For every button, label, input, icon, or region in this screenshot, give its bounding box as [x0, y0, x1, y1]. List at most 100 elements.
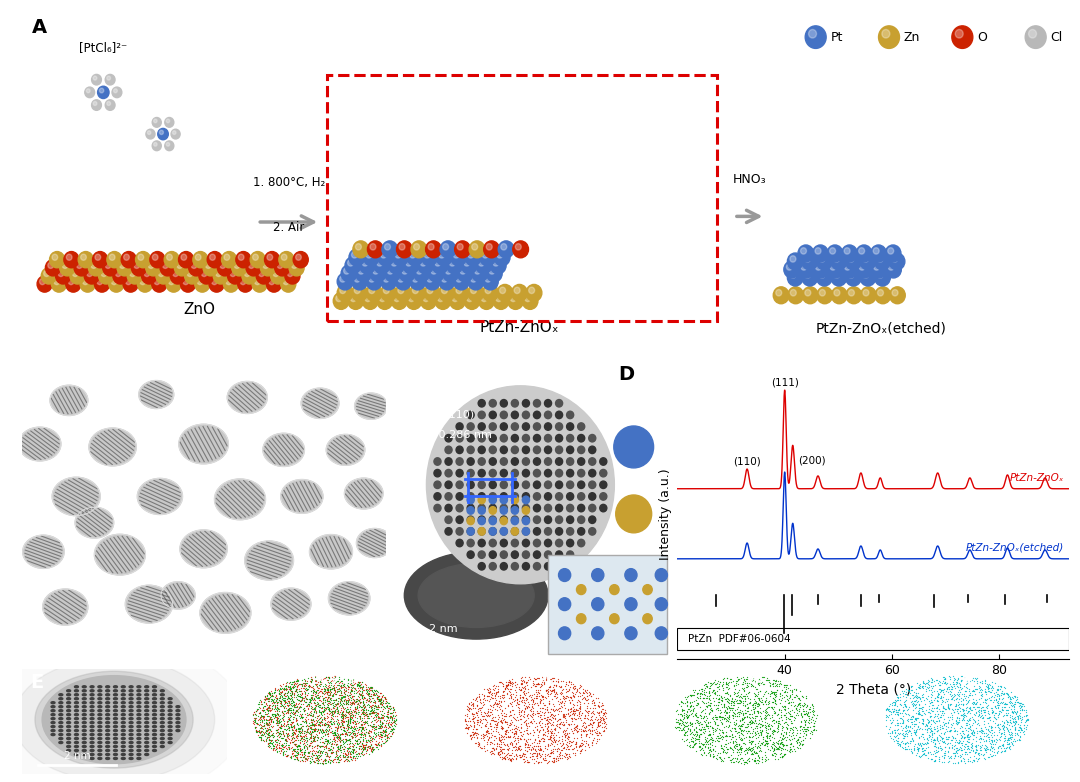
Point: [540, 733, 557, 745]
Circle shape: [251, 252, 266, 267]
Point: [681, 688, 699, 701]
Point: [717, 676, 734, 689]
Point: [351, 710, 368, 723]
Point: [706, 673, 724, 686]
Point: [482, 686, 499, 698]
Point: [481, 694, 498, 707]
Circle shape: [512, 285, 527, 301]
Point: [360, 741, 377, 754]
Circle shape: [187, 271, 192, 277]
Point: [551, 747, 568, 759]
Point: [1000, 690, 1017, 702]
Point: [981, 734, 998, 747]
Point: [509, 696, 526, 708]
Circle shape: [578, 423, 584, 430]
Point: [324, 688, 341, 701]
Point: [335, 679, 352, 691]
Circle shape: [397, 276, 404, 282]
Point: [731, 726, 748, 738]
Point: [341, 712, 359, 724]
Point: [787, 728, 805, 741]
Point: [690, 733, 707, 745]
Point: [951, 735, 969, 748]
Point: [476, 719, 494, 731]
Circle shape: [51, 726, 55, 727]
Point: [316, 719, 334, 731]
Point: [360, 726, 377, 739]
Point: [302, 714, 320, 726]
Point: [592, 706, 609, 719]
Point: [309, 746, 326, 759]
Point: [464, 699, 482, 712]
Point: [959, 730, 976, 743]
Point: [1009, 726, 1026, 739]
Point: [484, 714, 501, 726]
Point: [747, 756, 765, 769]
Point: [516, 687, 534, 700]
Point: [355, 739, 373, 752]
Point: [347, 737, 364, 749]
Point: [1005, 689, 1023, 701]
Point: [536, 677, 553, 690]
Point: [340, 733, 357, 745]
Point: [386, 719, 403, 732]
Point: [292, 677, 309, 690]
Point: [505, 694, 523, 707]
Point: [568, 698, 585, 711]
Circle shape: [168, 741, 172, 744]
Point: [353, 737, 370, 749]
Point: [782, 710, 799, 723]
Point: [959, 728, 976, 741]
Point: [551, 745, 568, 758]
Point: [264, 688, 281, 701]
Point: [335, 722, 352, 734]
Point: [699, 719, 716, 732]
Circle shape: [544, 411, 552, 418]
Point: [503, 704, 521, 716]
Point: [750, 730, 767, 743]
Point: [339, 722, 356, 734]
Point: [993, 746, 1010, 759]
Point: [296, 728, 313, 741]
Point: [306, 718, 323, 730]
Point: [494, 746, 511, 759]
Point: [345, 674, 362, 687]
Point: [301, 680, 319, 693]
Point: [555, 711, 572, 723]
Point: [345, 709, 362, 722]
Point: [294, 754, 311, 766]
Point: [330, 676, 348, 689]
Circle shape: [500, 447, 508, 454]
Point: [294, 708, 311, 721]
Point: [330, 755, 348, 768]
Point: [901, 691, 918, 704]
Point: [920, 680, 937, 692]
Point: [1007, 695, 1024, 708]
Point: [296, 725, 313, 737]
Point: [296, 745, 313, 758]
Point: [960, 745, 977, 758]
Point: [258, 708, 275, 720]
Point: [540, 691, 557, 703]
Circle shape: [523, 292, 538, 310]
Point: [271, 685, 288, 698]
Point: [332, 731, 349, 744]
Point: [457, 715, 474, 727]
Point: [301, 752, 319, 764]
Point: [1014, 703, 1031, 716]
Point: [337, 736, 354, 748]
Point: [900, 701, 917, 713]
Point: [532, 677, 550, 690]
Point: [778, 728, 795, 741]
Point: [339, 698, 356, 710]
Point: [954, 687, 971, 700]
Point: [329, 756, 347, 769]
Point: [519, 737, 537, 750]
Point: [345, 742, 362, 755]
Point: [288, 741, 306, 754]
Point: [944, 734, 961, 746]
Point: [734, 698, 752, 711]
Point: [981, 719, 998, 732]
Point: [309, 745, 326, 758]
Circle shape: [66, 254, 72, 260]
